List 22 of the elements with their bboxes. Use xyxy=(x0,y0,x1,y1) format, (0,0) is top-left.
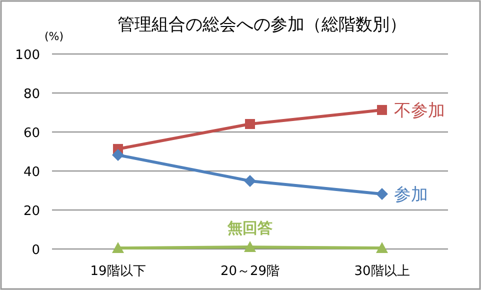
point xyxy=(377,104,387,115)
point xyxy=(376,242,388,254)
y-tick-label: 80 xyxy=(23,87,40,102)
y-tick-label: 0 xyxy=(32,243,40,258)
x-tick-label: 30階以上 xyxy=(354,264,410,279)
point xyxy=(245,119,255,130)
y-axis-title: (%) xyxy=(44,30,64,43)
point xyxy=(376,188,388,200)
x-tick-label: 20～29階 xyxy=(220,264,280,279)
point xyxy=(244,174,256,187)
point xyxy=(112,242,124,254)
y-tick-label: 100 xyxy=(15,48,40,63)
x-tick-label: 19階以下 xyxy=(90,264,146,279)
y-tick-label: 60 xyxy=(23,126,40,141)
y-tick-label: 20 xyxy=(23,204,40,219)
y-tick-label: 40 xyxy=(23,165,40,180)
series-label: 参加 xyxy=(394,185,428,206)
series-label: 不参加 xyxy=(394,100,445,121)
point xyxy=(112,149,124,162)
series-label: 無回答 xyxy=(226,219,272,238)
point xyxy=(244,241,256,252)
chart-title: 管理組合の総会への参加（総階数別） xyxy=(118,15,406,35)
